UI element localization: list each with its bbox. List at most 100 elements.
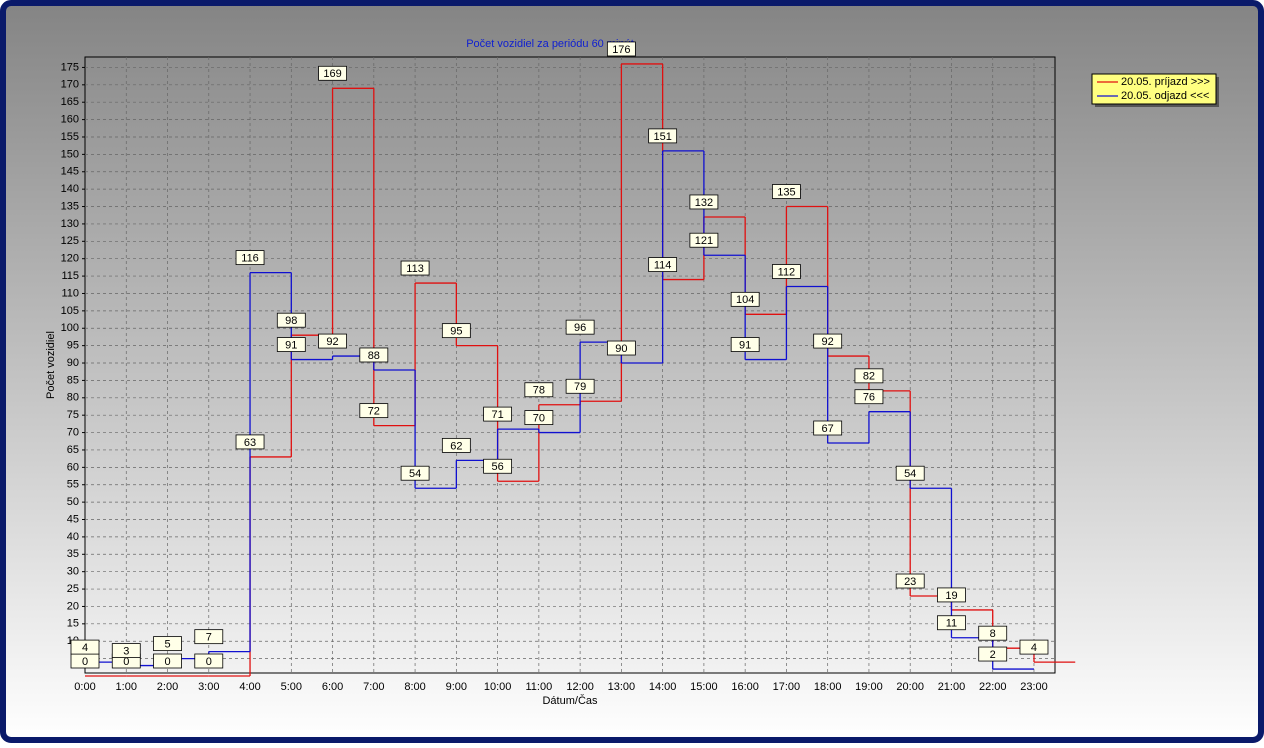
- value-label: 91: [739, 339, 751, 351]
- x-tick-label: 5:00: [281, 681, 302, 693]
- y-tick-label: 150: [61, 148, 79, 160]
- value-label-box: [276, 337, 306, 352]
- value-label-box: [813, 420, 843, 436]
- value-label: 11: [946, 618, 957, 630]
- value-label: 0: [82, 656, 88, 668]
- y-tick-label: 120: [61, 253, 79, 265]
- value-label-box: [524, 382, 554, 398]
- value-label-box: [689, 194, 719, 210]
- value-label: 71: [491, 409, 503, 421]
- value-label: 67: [822, 423, 834, 435]
- value-label-box: [895, 465, 925, 481]
- value-label: 96: [574, 322, 586, 334]
- value-label-box: [153, 653, 182, 669]
- value-label-box: [194, 653, 224, 669]
- y-tick-label: 25: [67, 583, 79, 595]
- y-tick-label: 155: [61, 131, 79, 143]
- y-tick-label: 70: [67, 426, 79, 438]
- x-tick-label: 20:00: [896, 681, 924, 693]
- y-tick-label: 95: [67, 340, 79, 352]
- value-label-box: [978, 646, 1008, 662]
- x-tick-label: 0:00: [74, 681, 95, 693]
- value-label: 0: [206, 656, 212, 668]
- value-label-box: [153, 636, 182, 652]
- value-label-box: [565, 319, 595, 335]
- value-label-box: [1019, 639, 1049, 655]
- y-tick-label: 145: [61, 166, 79, 178]
- value-label-box: [483, 458, 513, 474]
- y-tick-label: 80: [67, 392, 79, 404]
- legend: 20.05. príjazd >>> 20.05. odjazd <<<: [1091, 73, 1219, 107]
- x-tick-label: 3:00: [198, 681, 219, 693]
- value-label: 135: [777, 186, 795, 198]
- x-tick-label: 17:00: [773, 681, 801, 693]
- value-label-box: [441, 437, 471, 453]
- value-label: 132: [695, 197, 713, 209]
- value-label: 112: [778, 266, 796, 278]
- value-label: 121: [695, 235, 713, 247]
- value-label: 113: [406, 263, 424, 275]
- value-label: 114: [654, 259, 672, 271]
- y-tick-label: 130: [61, 218, 79, 230]
- value-label-box: [730, 337, 760, 352]
- legend-label: 20.05. príjazd >>>: [1121, 76, 1210, 88]
- value-label-box: [689, 232, 719, 248]
- y-tick-label: 125: [61, 235, 79, 247]
- y-tick-label: 90: [67, 357, 79, 369]
- value-label: 151: [653, 131, 671, 143]
- value-label-box: [194, 629, 224, 645]
- x-tick-label: 23:00: [1020, 681, 1048, 693]
- value-label-box: [648, 128, 678, 144]
- value-label: 90: [615, 343, 627, 355]
- value-label: 8: [990, 628, 996, 640]
- value-label: 79: [574, 381, 586, 393]
- x-tick-label: 2:00: [157, 681, 178, 693]
- value-label-box: [772, 184, 801, 199]
- value-label-box: [854, 389, 884, 405]
- value-label: 23: [904, 576, 916, 588]
- value-label: 19: [945, 590, 957, 602]
- value-label: 176: [612, 44, 630, 56]
- value-label-box: [854, 368, 884, 384]
- value-label: 63: [244, 437, 256, 449]
- y-tick-label: 20: [67, 600, 79, 612]
- value-label: 78: [533, 385, 545, 397]
- value-label: 3: [123, 645, 129, 657]
- x-tick-label: 7:00: [363, 681, 384, 693]
- y-tick-label: 40: [67, 531, 79, 543]
- value-label-box: [524, 410, 554, 425]
- x-tick-label: 9:00: [446, 681, 467, 693]
- value-label-box: [235, 434, 265, 450]
- value-label: 95: [450, 326, 462, 338]
- x-axis-label: Dátum/Čas: [542, 694, 598, 707]
- value-label: 91: [285, 339, 297, 351]
- value-label: 92: [326, 336, 338, 348]
- y-tick-label: 160: [61, 114, 79, 126]
- y-tick-label: 35: [67, 548, 79, 560]
- value-label: 82: [863, 371, 875, 383]
- value-label: 56: [491, 461, 503, 473]
- value-label-box: [937, 587, 966, 603]
- value-label-box: [813, 333, 843, 349]
- value-label-box: [895, 573, 925, 589]
- y-tick-label: 100: [61, 322, 79, 334]
- y-tick-label: 135: [61, 200, 79, 212]
- value-label-box: [772, 264, 801, 279]
- value-label-box: [235, 250, 265, 266]
- value-label-box: [318, 65, 347, 81]
- y-tick-label: 165: [61, 96, 79, 108]
- x-tick-label: 6:00: [322, 681, 343, 693]
- value-label: 92: [822, 336, 834, 348]
- y-tick-label: 30: [67, 566, 79, 578]
- y-tick-label: 15: [67, 618, 79, 630]
- value-label: 4: [1031, 642, 1037, 654]
- x-tick-label: 8:00: [404, 681, 425, 693]
- value-label-box: [730, 291, 760, 307]
- value-label-box: [937, 615, 966, 631]
- value-label-box: [111, 643, 141, 658]
- value-label: 0: [164, 656, 170, 668]
- y-tick-label: 110: [61, 287, 79, 299]
- value-label-box: [978, 625, 1008, 641]
- value-label: 62: [450, 440, 462, 452]
